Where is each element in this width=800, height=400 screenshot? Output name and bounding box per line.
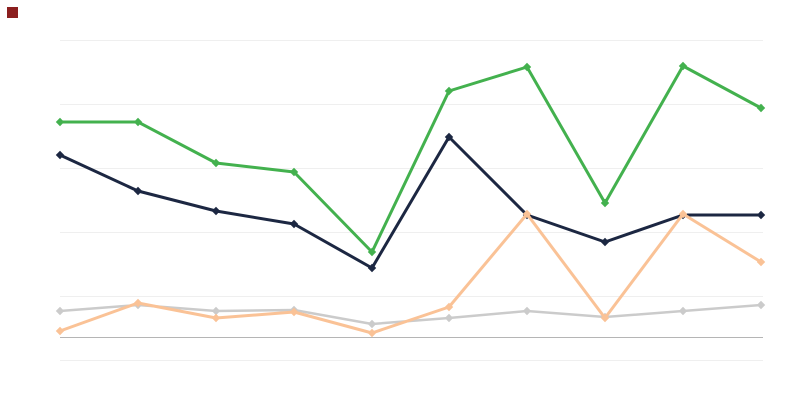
green-data-point-marker	[678, 61, 688, 71]
orange-data-point-marker	[522, 209, 532, 219]
navy-data-point-marker	[444, 132, 454, 142]
gray-data-point-marker	[522, 306, 532, 316]
gray-data-point-marker	[367, 319, 377, 329]
green-data-point-marker	[444, 86, 454, 96]
gray-data-point-marker	[444, 313, 454, 323]
navy-data-point-marker	[55, 150, 65, 160]
gray-data-point-marker	[55, 306, 65, 316]
green-data-point-marker	[211, 158, 221, 168]
gray-data-point-marker	[211, 306, 221, 316]
green-data-point-marker	[55, 117, 65, 127]
navy-data-point-marker	[133, 186, 143, 196]
green-data-point-marker	[522, 62, 532, 72]
green-data-point-marker	[600, 198, 610, 208]
navy-data-point-marker	[367, 263, 377, 273]
green-line-series	[58, 64, 763, 254]
navy-data-point-marker	[600, 237, 610, 247]
orange-data-point-marker	[55, 326, 65, 336]
orange-data-point-marker	[367, 328, 377, 338]
green-data-point-marker	[756, 103, 766, 113]
navy-line-series	[58, 135, 763, 270]
red-square-marker	[7, 7, 18, 18]
gray-data-point-marker	[678, 306, 688, 316]
orange-data-point-marker	[133, 298, 143, 308]
orange-data-point-marker	[600, 313, 610, 323]
green-data-point-marker	[133, 117, 143, 127]
navy-data-point-marker	[211, 206, 221, 216]
navy-data-point-marker	[289, 219, 299, 229]
orange-data-point-marker	[756, 257, 766, 267]
orange-data-point-marker	[211, 313, 221, 323]
orange-data-point-marker	[444, 302, 454, 312]
orange-line-series	[58, 212, 763, 335]
navy-data-point-marker	[756, 210, 766, 220]
green-data-point-marker	[367, 247, 377, 257]
orange-data-point-marker	[678, 209, 688, 219]
gray-data-point-marker	[756, 300, 766, 310]
orange-data-point-marker	[289, 307, 299, 317]
green-data-point-marker	[289, 167, 299, 177]
